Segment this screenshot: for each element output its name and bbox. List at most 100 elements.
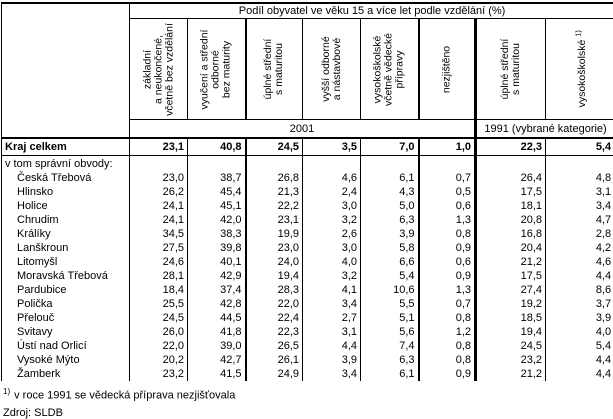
value-cell: 3,2 [303,213,361,227]
value-cell: 44,5 [188,311,246,325]
column-header-uplne-stredni-2001: úplné střední s maturitou [246,19,303,120]
value-cell: 26,8 [246,171,303,185]
value-cell: 16,8 [476,227,546,241]
value-cell: 4,3 [361,185,419,199]
value-cell: 20,4 [476,241,546,255]
value-cell: 3,2 [303,269,361,283]
row-label: Žamberk [2,367,130,381]
value-cell: 42,8 [188,297,246,311]
column-header-label: základní a neukončené, včetně bez vzdělá… [142,19,175,119]
row-label: Králíky [2,227,130,241]
value-cell: 1,0 [419,138,476,156]
value-cell: 4,1 [303,283,361,297]
value-cell: 4,4 [546,353,613,367]
value-cell: 37,4 [188,283,246,297]
year-group-2001: 2001 [130,120,476,139]
table-title: Podíl obyvatel ve věku 15 a více let pod… [130,3,613,19]
column-header-nezjisteno: nezjištěno [419,19,476,120]
row-label: Litomyšl [2,255,130,269]
value-cell: 3,0 [303,199,361,213]
column-header-vyuceni: vyučení a střední odborné bez maturity [188,19,246,120]
value-cell: 6,1 [361,367,419,381]
value-cell: 0,8 [419,311,476,325]
value-cell: 26,1 [246,353,303,367]
table-rows: Podíl obyvatel ve věku 15 a více let pod… [2,3,613,381]
value-cell: 3,9 [303,353,361,367]
value-cell: 5,0 [361,199,419,213]
value-cell: 4,4 [303,339,361,353]
value-cell: 39,0 [188,339,246,353]
value-cell: 0,8 [419,227,476,241]
value-cell: 5,4 [546,339,613,353]
value-cell: 21,2 [476,367,546,381]
value-cell: 22,0 [130,339,188,353]
education-share-table: Podíl obyvatel ve věku 15 a více let pod… [1,2,613,381]
value-cell: 4,0 [303,255,361,269]
value-cell: 10,6 [361,283,419,297]
value-cell: 26,4 [476,171,546,185]
value-cell: 26,5 [246,339,303,353]
value-cell: 4,0 [546,325,613,339]
value-cell: 26,0 [130,325,188,339]
column-header-label: vysokoškolské 1) [572,19,588,119]
value-cell: 20,8 [476,213,546,227]
value-cell: 3,9 [361,227,419,241]
table-row: v tom správní obvody: [2,156,613,172]
value-cell: 22,4 [246,311,303,325]
row-label: Česká Třebová [2,171,130,185]
row-label: Svitavy [2,325,130,339]
value-cell [303,156,361,172]
value-cell [476,156,546,172]
value-cell: 18,4 [130,283,188,297]
value-cell: 0,8 [419,353,476,367]
value-cell: 4,8 [546,171,613,185]
value-cell: 40,1 [188,255,246,269]
column-header-label: úplné střední s maturitou [500,19,522,119]
value-cell: 21,2 [476,255,546,269]
value-cell: 3,1 [546,185,613,199]
value-cell: 4,7 [546,213,613,227]
value-cell: 4,4 [546,269,613,283]
value-cell: 28,3 [246,283,303,297]
value-cell: 5,6 [361,325,419,339]
value-cell: 4,6 [303,171,361,185]
column-header-vyssi-odborne: vyšší odborné a nástavbové [303,19,361,120]
value-cell: 25,5 [130,297,188,311]
value-cell: 4,2 [546,241,613,255]
row-label: Přelouč [2,311,130,325]
column-header-vysokoskolske-1991: vysokoškolské 1) [546,19,613,120]
value-cell: 22,3 [476,138,546,156]
value-cell: 28,1 [130,269,188,283]
value-cell: 1,2 [419,325,476,339]
value-cell: 3,5 [303,138,361,156]
value-cell: 3,4 [303,297,361,311]
value-cell: 22,3 [246,325,303,339]
value-cell: 38,7 [188,171,246,185]
value-cell: 5,4 [361,269,419,283]
value-cell: 27,5 [130,241,188,255]
value-cell: 7,0 [361,138,419,156]
value-cell: 23,1 [130,138,188,156]
column-header-uplne-stredni-1991: úplné střední s maturitou [476,19,546,120]
value-cell: 5,5 [361,297,419,311]
value-cell: 2,4 [303,185,361,199]
footnote-marker: 1) [3,387,10,396]
value-cell: 6,3 [361,213,419,227]
column-header-vysokoskolske-2001: vysokoškolské včetně vědecké přípravy [361,19,419,120]
value-cell: 24,5 [130,311,188,325]
value-cell: 0,7 [419,171,476,185]
row-label: Chrudim [2,213,130,227]
value-cell: 4,4 [546,367,613,381]
value-cell: 0,9 [419,367,476,381]
value-cell: 3,7 [546,297,613,311]
